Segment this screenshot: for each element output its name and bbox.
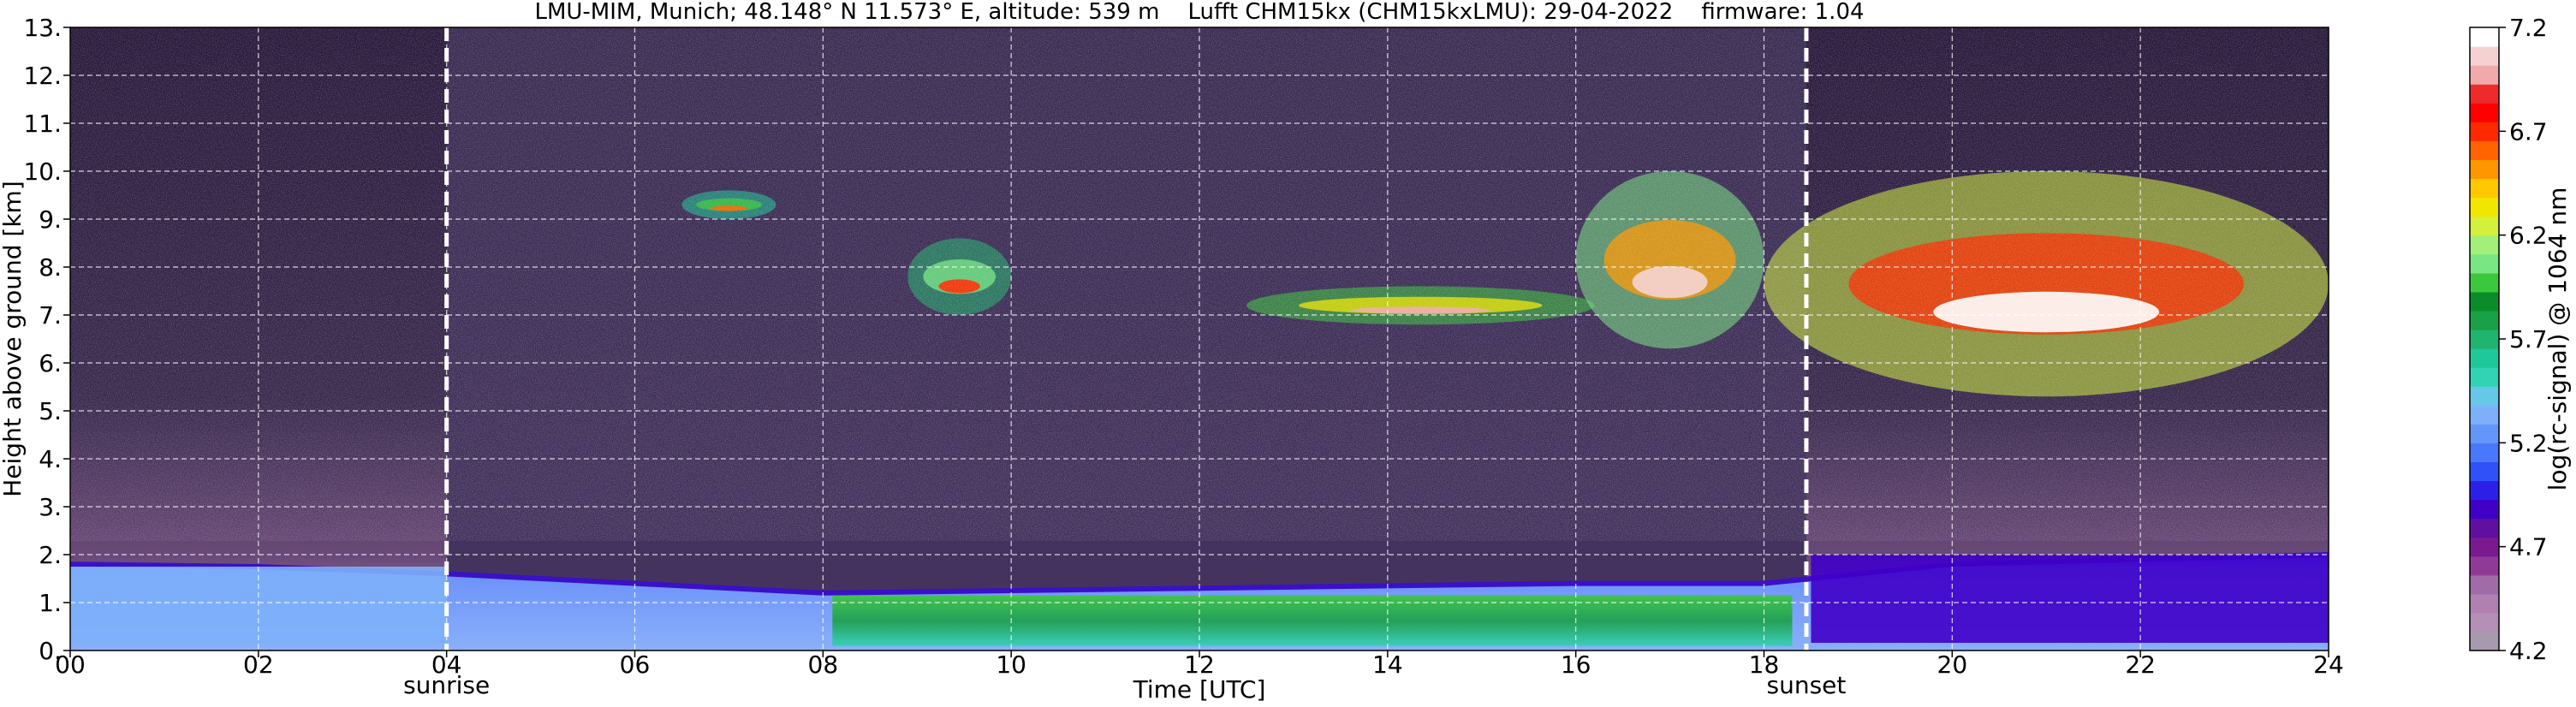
colorbar-segment xyxy=(2470,405,2499,425)
colorbar-segment xyxy=(2470,178,2499,199)
evening-layer xyxy=(1811,555,2329,644)
colorbar-segment xyxy=(2470,103,2499,122)
y-tick-label: 12. xyxy=(23,62,62,90)
y-tick-label: 7. xyxy=(39,301,62,330)
x-tick-label: 02 xyxy=(243,651,274,679)
chart-title: LMU-MIM, Munich; 48.148° N 11.573° E, al… xyxy=(534,0,1864,25)
colorbar-segment xyxy=(2470,367,2499,387)
colorbar-segment xyxy=(2470,574,2499,595)
colorbar-tick-label: 5.7 xyxy=(2509,325,2548,354)
colorbar-segment xyxy=(2470,310,2499,330)
colorbar-segment xyxy=(2470,197,2499,217)
colorbar-segment xyxy=(2470,631,2499,651)
colorbar-segment xyxy=(2470,235,2499,255)
sunset-label: sunset xyxy=(1767,671,1847,699)
x-tick-label: 20 xyxy=(1937,651,1968,679)
colorbar-segment xyxy=(2470,424,2499,443)
colorbar-segment xyxy=(2470,518,2499,538)
y-tick-label: 2. xyxy=(39,541,62,569)
y-tick-label: 5. xyxy=(39,397,62,425)
colorbar-tick-label: 6.2 xyxy=(2509,222,2548,250)
x-tick-label: 18 xyxy=(1749,651,1780,679)
colorbar-segment xyxy=(2470,65,2499,85)
y-tick-label: 0. xyxy=(39,637,62,665)
x-tick-label: 00 xyxy=(55,651,86,679)
colorbar-segment xyxy=(2470,253,2499,274)
colorbar-segment xyxy=(2470,612,2499,633)
colorbar-tick-label: 4.7 xyxy=(2509,533,2548,561)
colorbar-tick-label: 6.7 xyxy=(2509,117,2548,146)
y-tick-label: 6. xyxy=(39,349,62,377)
colorbar-tick-label: 5.2 xyxy=(2509,429,2548,457)
colorbar-segment xyxy=(2470,443,2499,462)
x-tick-label: 12 xyxy=(1184,651,1215,679)
y-tick-label: 3. xyxy=(39,493,62,521)
colorbar-segment xyxy=(2470,140,2499,161)
x-tick-label: 14 xyxy=(1372,651,1403,679)
colorbar-tick-label: 4.2 xyxy=(2509,637,2548,665)
colorbar-segment xyxy=(2470,461,2499,482)
colorbar-segment xyxy=(2470,46,2499,66)
colorbar-segment xyxy=(2470,159,2499,180)
colorbar-segment xyxy=(2470,480,2499,501)
x-tick-label: 10 xyxy=(996,651,1026,679)
colorbar-tick-label: 7.2 xyxy=(2509,14,2548,42)
y-tick-label: 1. xyxy=(39,589,62,617)
y-tick-label: 13. xyxy=(23,14,62,42)
y-axis-label: Height above ground [km] xyxy=(0,181,27,497)
x-tick-label: 08 xyxy=(808,651,839,679)
x-axis-label: Time [UTC] xyxy=(1133,675,1266,704)
y-tick-label: 4. xyxy=(39,445,62,473)
y-tick-label: 8. xyxy=(39,253,62,282)
colorbar-segment xyxy=(2470,329,2499,349)
colorbar: 4.2 4.7 5.2 5.7 6.2 6.7 7.2 xyxy=(2469,14,2548,665)
x-tick-label: 24 xyxy=(2313,651,2344,679)
colorbar-segment xyxy=(2470,291,2499,312)
colorbar-segment xyxy=(2470,556,2499,576)
colorbar-segment xyxy=(2470,537,2499,557)
colorbar-segment xyxy=(2470,272,2499,293)
colorbar-segment xyxy=(2470,499,2499,520)
y-tick-label: 10. xyxy=(23,157,62,186)
sunrise-label: sunrise xyxy=(403,671,490,699)
x-tick-label: 06 xyxy=(620,651,651,679)
y-tick-label: 11. xyxy=(23,110,62,138)
mixed-layer-core xyxy=(832,595,1793,646)
colorbar-segment xyxy=(2470,84,2499,104)
y-tick-label: 9. xyxy=(39,205,62,234)
x-tick-label: 22 xyxy=(2125,651,2156,679)
colorbar-segment xyxy=(2470,27,2499,47)
colorbar-segment xyxy=(2470,386,2499,406)
colorbar-segment xyxy=(2470,348,2499,368)
colorbar-label: log(rc-signal) @ 1064 nm xyxy=(2543,187,2572,491)
x-tick-label: 16 xyxy=(1561,651,1591,679)
colorbar-segment xyxy=(2470,122,2499,141)
colorbar-segment xyxy=(2470,216,2499,236)
colorbar-segment xyxy=(2470,593,2499,614)
x-tick-label: 04 xyxy=(431,651,462,679)
